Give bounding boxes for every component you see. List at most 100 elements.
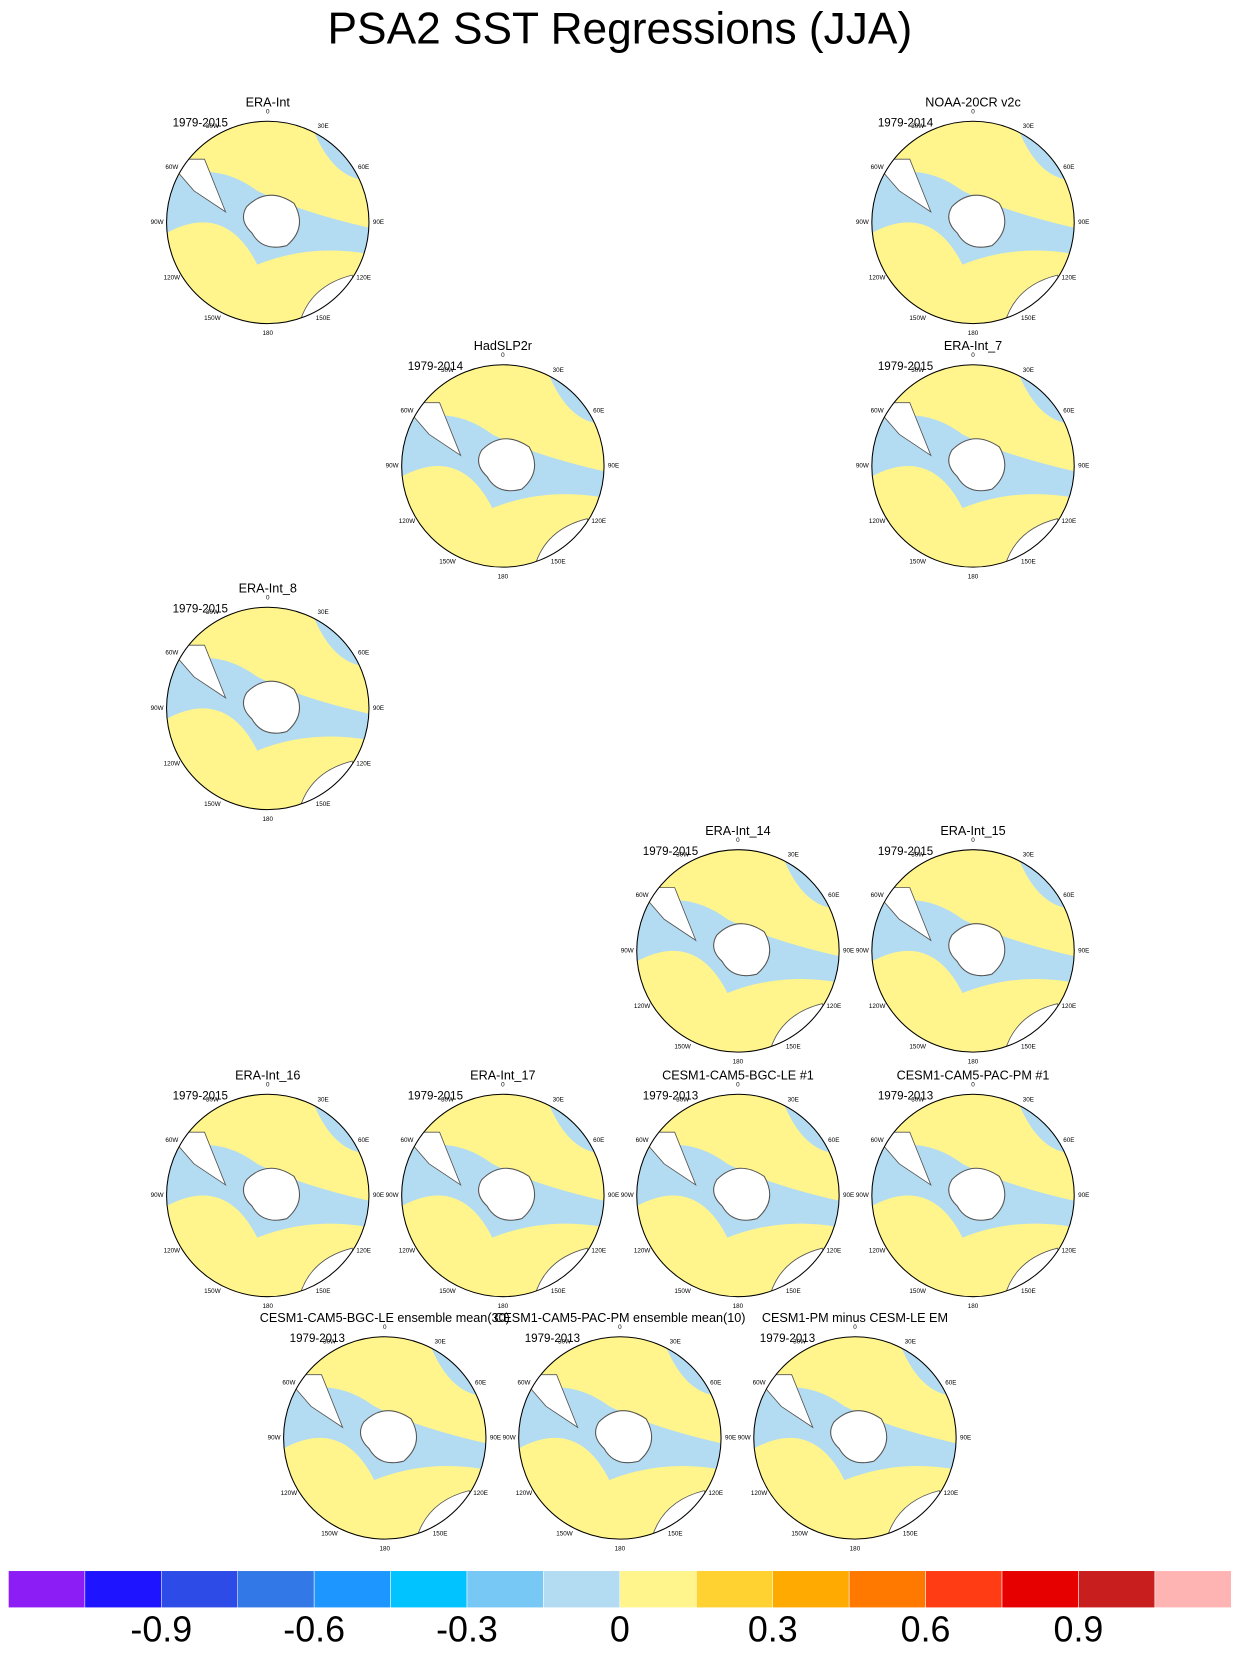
lon-label: 30E <box>1023 1096 1034 1103</box>
antarctica <box>478 1167 536 1221</box>
map-field <box>401 1094 605 1297</box>
lon-label: 30E <box>553 367 564 374</box>
lon-label: 60W <box>282 1379 295 1386</box>
lon-label: 60E <box>358 1137 369 1144</box>
lon-label: 180 <box>262 330 273 337</box>
lon-label: 90E <box>1078 219 1089 226</box>
map-field <box>401 364 605 568</box>
map-border <box>401 364 605 568</box>
lon-label: 150W <box>674 1043 691 1050</box>
lon-label: 90W <box>621 1192 634 1199</box>
lon-label: 90E <box>490 1435 501 1442</box>
map-field <box>871 364 1075 568</box>
lon-label: 150W <box>321 1530 338 1537</box>
lon-label: 60W <box>401 1137 414 1144</box>
map-border <box>871 364 1075 568</box>
lon-label: 30W <box>441 367 454 374</box>
lon-label: 90E <box>843 1192 854 1199</box>
lon-label: 150W <box>909 1043 926 1050</box>
lon-label: 150E <box>316 1288 331 1295</box>
antarctica <box>948 1167 1006 1221</box>
colorbar-box <box>925 1570 1003 1608</box>
lon-label: 90E <box>373 219 384 226</box>
lon-label: 30W <box>206 1096 219 1103</box>
lon-label: 120W <box>164 760 181 767</box>
lon-label: 150E <box>1021 558 1036 565</box>
lon-label: 150W <box>909 315 926 322</box>
land <box>166 158 227 213</box>
lon-label: 150E <box>786 1043 801 1050</box>
map-panel: CESM1-CAM5-BGC-LE #1 1979-2013 0 30E 60E 90E 1… <box>621 1069 854 1310</box>
lon-label: 150E <box>1021 1043 1036 1050</box>
panel-period: 1979-2013 <box>525 1333 580 1345</box>
lon-label: 90W <box>268 1435 281 1442</box>
lon-label: 0 <box>971 108 975 115</box>
colorbar-box <box>772 1570 850 1608</box>
lon-label: 120W <box>281 1490 298 1497</box>
lon-label: 150W <box>556 1530 573 1537</box>
lon-label: 90W <box>856 463 869 470</box>
lon-label: 0 <box>266 594 270 601</box>
lon-label: 150E <box>551 1288 566 1295</box>
lon-label: 150W <box>204 801 221 808</box>
lon-label: 180 <box>498 1303 509 1310</box>
map-field <box>636 849 840 1053</box>
panel-title: NOAA-20CR v2c <box>925 96 1021 110</box>
lon-label: 30E <box>788 1096 799 1103</box>
lon-label: 60E <box>593 1137 604 1144</box>
lon-label: 30E <box>1023 852 1034 859</box>
land <box>283 1374 344 1429</box>
lon-label: 60W <box>753 1379 766 1386</box>
colorbar-box <box>390 1570 468 1608</box>
panel-period: 1979-2015 <box>643 846 698 858</box>
colorbar-tick-label: 0.6 <box>901 1609 951 1649</box>
lon-label: 180 <box>850 1545 861 1552</box>
lon-label: 150E <box>668 1530 683 1537</box>
lon-label: 120W <box>164 274 181 281</box>
lon-label: 90W <box>856 1192 869 1199</box>
lon-label: 90E <box>843 948 854 955</box>
lon-label: 0 <box>501 1081 505 1088</box>
lon-label: 60E <box>475 1379 486 1386</box>
lon-label: 180 <box>262 1303 273 1310</box>
colorbar-tick-label: 0.3 <box>748 1609 798 1649</box>
map-panel: ERA-Int_15 1979-2015 0 30E 60E 90E 120E 150E 180… <box>856 824 1089 1065</box>
lon-label: 90W <box>386 1192 399 1199</box>
lon-label: 0 <box>501 352 505 359</box>
lon-label: 60E <box>1063 1137 1074 1144</box>
lon-label: 60E <box>1063 407 1074 414</box>
lon-label: 0 <box>971 352 975 359</box>
lon-label: 150E <box>786 1288 801 1295</box>
panel-period: 1979-2013 <box>643 1090 698 1102</box>
lon-label: 90E <box>373 705 384 712</box>
lon-label: 120W <box>164 1247 181 1254</box>
lon-label: 180 <box>968 573 979 580</box>
lon-label: 120W <box>516 1490 533 1497</box>
colorbar-box <box>1078 1570 1156 1608</box>
lon-label: 30E <box>1023 123 1034 130</box>
lon-label: 120W <box>634 1003 651 1010</box>
lon-label: 120E <box>943 1490 958 1497</box>
lon-label: 150E <box>1021 1288 1036 1295</box>
lon-label: 90E <box>608 463 619 470</box>
lon-label: 30E <box>1023 367 1034 374</box>
panel-period: 1979-2013 <box>878 1090 933 1102</box>
colorbar-box <box>8 1570 86 1608</box>
lon-label: 90W <box>503 1435 516 1442</box>
land <box>636 887 697 942</box>
lon-label: 180 <box>968 1303 979 1310</box>
lon-label: 0 <box>266 1081 270 1088</box>
lon-label: 90E <box>373 1192 384 1199</box>
map-field <box>636 1094 840 1297</box>
map-panel: NOAA-20CR v2c 1979-2014 0 30E 60E 90E 120E 150E… <box>856 96 1089 337</box>
lon-label: 180 <box>498 573 509 580</box>
lon-label: 60W <box>165 1137 178 1144</box>
map-panel: CESM1-CAM5-BGC-LE ensemble mean(30) 1979-… <box>260 1311 510 1552</box>
lon-label: 30W <box>206 123 219 130</box>
lon-label: 150E <box>1021 315 1036 322</box>
map-field <box>166 607 369 810</box>
map-panel: ERA-Int_8 1979-2015 0 30E 60E 90E 120E 150E 180 1… <box>151 582 384 823</box>
map-field <box>871 121 1075 324</box>
lon-label: 120W <box>869 1003 886 1010</box>
